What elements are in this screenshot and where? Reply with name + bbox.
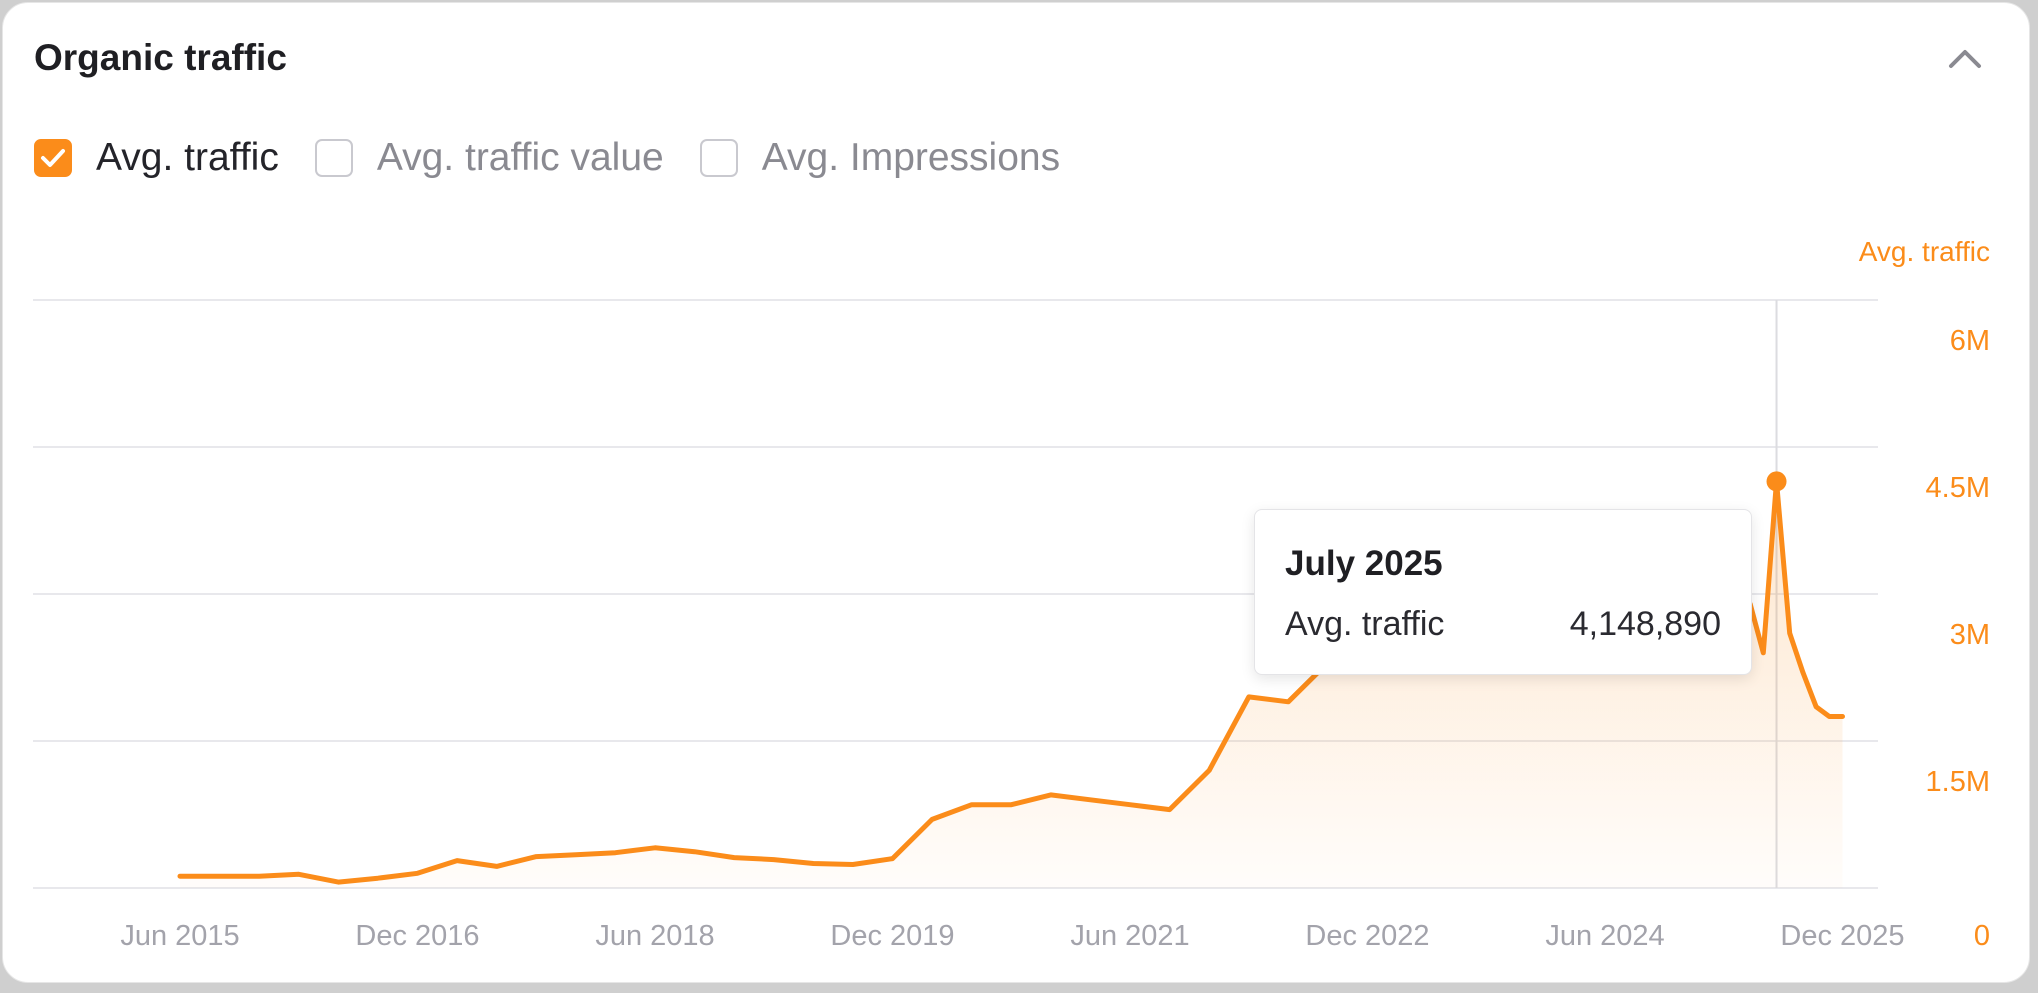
- card-title: Organic traffic: [34, 37, 287, 78]
- y-tick-label: 1.5M: [1926, 766, 1990, 798]
- metric-avg-traffic-value[interactable]: Avg. traffic value: [314, 136, 664, 180]
- x-tick-label: Dec 2016: [355, 920, 479, 952]
- chevron-up-icon: [1949, 50, 1981, 68]
- y-axis-title: Avg. traffic: [1859, 236, 1990, 267]
- x-tick-label: Jun 2024: [1545, 920, 1664, 952]
- avg-impressions-label: Avg. Impressions: [761, 136, 1061, 179]
- x-tick-label: Jun 2018: [595, 920, 714, 952]
- traffic-chart[interactable]: Avg. traffic 0 1.5M 3M 4.5M 6M Jun 2015 Dec 201…: [3, 3, 2031, 984]
- avg-traffic-value-label: Avg. traffic value: [376, 136, 664, 179]
- avg-traffic-value-checkbox[interactable]: [314, 139, 353, 177]
- tooltip-value: 4,148,890: [1569, 605, 1721, 643]
- x-tick-label: Dec 2025: [1780, 920, 1904, 952]
- checkmark-icon: [41, 149, 65, 167]
- collapse-button[interactable]: [1943, 41, 1987, 75]
- avg-traffic-label: Avg. traffic: [96, 136, 279, 179]
- chart-tooltip: July 2025 Avg. traffic 4,148,890: [1254, 509, 1752, 675]
- metric-toggles: Avg. traffic Avg. traffic value Avg. Imp…: [34, 133, 1096, 183]
- tooltip-label: Avg. traffic: [1285, 605, 1445, 643]
- x-tick-label: Jun 2021: [1070, 920, 1189, 952]
- tooltip-title: July 2025: [1285, 544, 1443, 583]
- highlight-point: [1766, 471, 1787, 492]
- avg-impressions-checkbox[interactable]: [699, 139, 738, 177]
- x-tick-label: Dec 2022: [1305, 920, 1429, 952]
- x-tick-label: Dec 2019: [830, 920, 954, 952]
- avg-traffic-checkbox[interactable]: [34, 139, 72, 177]
- y-tick-label: 4.5M: [1926, 472, 1990, 504]
- metric-avg-impressions[interactable]: Avg. Impressions: [699, 136, 1061, 180]
- y-tick-label: 0: [1974, 920, 1990, 952]
- x-tick-label: Jun 2015: [120, 920, 239, 952]
- metric-avg-traffic[interactable]: Avg. traffic: [34, 136, 279, 180]
- y-tick-label: 3M: [1950, 619, 1990, 651]
- y-tick-label: 6M: [1950, 325, 1990, 357]
